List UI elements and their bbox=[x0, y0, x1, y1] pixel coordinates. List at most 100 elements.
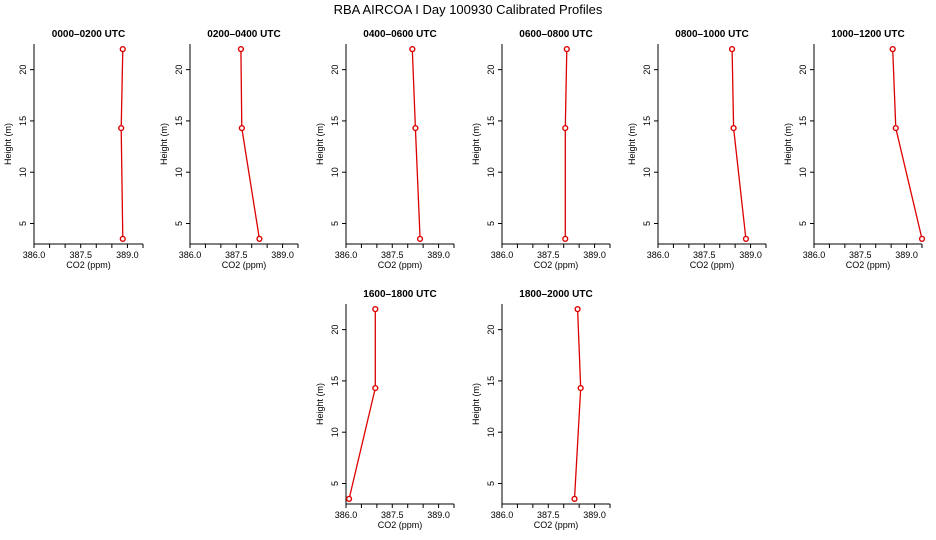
profile-panel: 0000–0200 UTC 386.0 387.5 389.0 CO2 (ppm) 5 10… bbox=[3, 29, 144, 270]
data-point bbox=[730, 125, 737, 132]
panel-title: 0400–0600 UTC bbox=[363, 29, 436, 40]
y-tick-label: 5 bbox=[486, 481, 496, 486]
data-point bbox=[574, 306, 581, 313]
profile-panel: 0800–1000 UTC 386.0 387.5 389.0 CO2 (ppm) 5 10… bbox=[627, 29, 767, 270]
data-point bbox=[571, 495, 578, 502]
data-point bbox=[345, 495, 353, 502]
data-point bbox=[562, 125, 569, 132]
data-point bbox=[742, 235, 750, 242]
profile-line bbox=[348, 309, 376, 500]
x-tick-label: 387.5 bbox=[225, 250, 248, 260]
x-axis-label: CO2 (ppm) bbox=[534, 260, 579, 270]
x-tick-label: 387.5 bbox=[69, 250, 92, 260]
profile-line bbox=[892, 49, 923, 240]
profile-panels: 0000–0200 UTC 386.0 387.5 389.0 CO2 (ppm) 5 10… bbox=[3, 29, 926, 530]
y-tick-label: 20 bbox=[330, 325, 340, 335]
y-tick-label: 15 bbox=[486, 376, 496, 386]
data-point bbox=[256, 235, 263, 242]
y-tick-label: 10 bbox=[642, 167, 652, 177]
x-tick-label: 386.0 bbox=[335, 510, 358, 520]
x-tick-label: 386.0 bbox=[23, 250, 46, 260]
y-axis-label: Height (m) bbox=[159, 123, 169, 165]
data-point bbox=[577, 385, 584, 392]
y-tick-label: 5 bbox=[174, 221, 184, 226]
x-tick-label: 386.0 bbox=[335, 250, 358, 260]
profile-line bbox=[411, 49, 421, 239]
panel-title: 0200–0400 UTC bbox=[207, 29, 280, 40]
data-point bbox=[412, 125, 419, 132]
y-axis-label: Height (m) bbox=[471, 383, 481, 425]
data-point bbox=[892, 125, 899, 132]
x-tick-label: 389.0 bbox=[271, 250, 294, 260]
data-point bbox=[238, 125, 245, 132]
data-point bbox=[237, 46, 245, 53]
x-tick-label: 389.0 bbox=[116, 250, 139, 260]
y-tick-label: 5 bbox=[486, 221, 496, 226]
y-tick-label: 15 bbox=[642, 116, 652, 126]
x-axis-label: CO2 (ppm) bbox=[690, 260, 735, 270]
x-tick-label: 387.5 bbox=[537, 510, 560, 520]
profile-line bbox=[573, 309, 582, 499]
data-point bbox=[416, 235, 424, 242]
y-tick-label: 15 bbox=[798, 116, 808, 126]
data-point bbox=[918, 235, 926, 242]
data-point bbox=[372, 385, 379, 392]
panel-title: 1800–2000 UTC bbox=[519, 289, 592, 300]
profile-line bbox=[120, 49, 124, 239]
x-axis-label: CO2 (ppm) bbox=[222, 260, 267, 270]
x-axis-label: CO2 (ppm) bbox=[534, 520, 579, 530]
y-axis-label: Height (m) bbox=[315, 383, 325, 425]
data-point bbox=[563, 46, 570, 53]
x-tick-label: 387.5 bbox=[849, 250, 872, 260]
y-tick-label: 15 bbox=[174, 116, 184, 126]
x-tick-label: 389.0 bbox=[739, 250, 762, 260]
data-point bbox=[372, 306, 379, 313]
x-tick-label: 387.5 bbox=[537, 250, 560, 260]
x-tick-label: 389.0 bbox=[583, 250, 606, 260]
y-tick-label: 5 bbox=[330, 481, 340, 486]
y-tick-label: 20 bbox=[798, 65, 808, 75]
y-tick-label: 20 bbox=[642, 65, 652, 75]
y-tick-label: 20 bbox=[174, 65, 184, 75]
x-tick-label: 386.0 bbox=[647, 250, 670, 260]
y-axis-label: Height (m) bbox=[315, 123, 325, 165]
y-tick-label: 5 bbox=[798, 221, 808, 226]
y-axis-label: Height (m) bbox=[471, 123, 481, 165]
figure-title: RBA AIRCOA I Day 100930 Calibrated Profi… bbox=[334, 2, 603, 17]
x-tick-label: 387.5 bbox=[381, 250, 404, 260]
y-tick-label: 5 bbox=[18, 221, 28, 226]
x-tick-label: 387.5 bbox=[693, 250, 716, 260]
y-tick-label: 20 bbox=[330, 65, 340, 75]
profile-panel: 0200–0400 UTC 386.0 387.5 389.0 CO2 (ppm) 5 10… bbox=[159, 29, 299, 270]
y-tick-label: 20 bbox=[486, 325, 496, 335]
y-tick-label: 5 bbox=[642, 221, 652, 226]
x-axis-label: CO2 (ppm) bbox=[66, 260, 111, 270]
profile-panel: 0600–0800 UTC 386.0 387.5 389.0 CO2 (ppm) 5 10… bbox=[471, 29, 611, 270]
data-point bbox=[119, 46, 126, 53]
profile-line bbox=[564, 49, 568, 239]
data-point bbox=[409, 46, 416, 53]
y-tick-label: 10 bbox=[486, 427, 496, 437]
data-point bbox=[728, 46, 736, 53]
x-axis-label: CO2 (ppm) bbox=[378, 520, 423, 530]
x-tick-label: 386.0 bbox=[179, 250, 202, 260]
profile-line bbox=[240, 49, 261, 240]
data-point bbox=[562, 235, 569, 242]
panel-title: 0600–0800 UTC bbox=[519, 29, 592, 40]
x-tick-label: 389.0 bbox=[583, 510, 606, 520]
x-tick-label: 389.0 bbox=[427, 510, 450, 520]
y-tick-label: 5 bbox=[330, 221, 340, 226]
panel-title: 0800–1000 UTC bbox=[675, 29, 748, 40]
panel-title: 0000–0200 UTC bbox=[52, 29, 125, 40]
y-axis-label: Height (m) bbox=[783, 123, 793, 165]
x-axis-label: CO2 (ppm) bbox=[846, 260, 891, 270]
y-tick-label: 20 bbox=[18, 65, 28, 75]
data-point bbox=[119, 235, 126, 242]
profile-panel: 1000–1200 UTC 386.0 387.5 389.0 CO2 (ppm) 5 10… bbox=[783, 29, 926, 270]
y-tick-label: 15 bbox=[486, 116, 496, 126]
y-tick-label: 10 bbox=[174, 167, 184, 177]
x-tick-label: 389.0 bbox=[895, 250, 918, 260]
y-tick-label: 20 bbox=[486, 65, 496, 75]
y-tick-label: 15 bbox=[18, 116, 28, 126]
